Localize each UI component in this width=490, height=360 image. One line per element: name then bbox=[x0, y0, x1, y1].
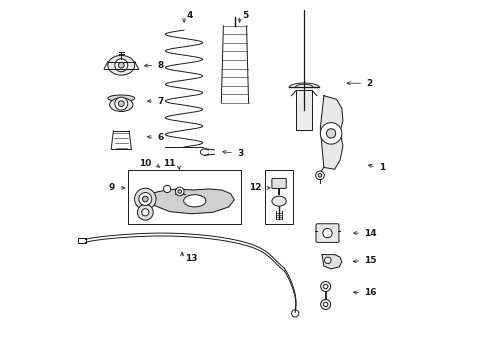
Ellipse shape bbox=[108, 55, 135, 75]
Circle shape bbox=[324, 257, 331, 264]
Circle shape bbox=[164, 185, 171, 193]
Bar bbox=[296, 90, 312, 130]
Circle shape bbox=[292, 310, 299, 317]
FancyBboxPatch shape bbox=[272, 179, 286, 188]
Ellipse shape bbox=[110, 98, 133, 112]
Text: 4: 4 bbox=[187, 10, 193, 19]
Polygon shape bbox=[320, 96, 343, 169]
Circle shape bbox=[137, 204, 153, 220]
Circle shape bbox=[139, 193, 152, 206]
Text: 10: 10 bbox=[139, 159, 152, 168]
Ellipse shape bbox=[108, 95, 135, 102]
Text: 7: 7 bbox=[157, 96, 164, 105]
Circle shape bbox=[320, 282, 331, 292]
Bar bbox=[128, 170, 242, 224]
Text: 2: 2 bbox=[366, 79, 372, 88]
Polygon shape bbox=[143, 189, 234, 214]
Text: 8: 8 bbox=[157, 61, 164, 70]
Circle shape bbox=[115, 59, 128, 72]
Text: 6: 6 bbox=[157, 133, 164, 142]
Circle shape bbox=[142, 209, 149, 216]
Ellipse shape bbox=[272, 196, 286, 206]
Bar bbox=[265, 170, 294, 224]
Circle shape bbox=[178, 190, 181, 193]
Text: 11: 11 bbox=[163, 159, 176, 168]
Ellipse shape bbox=[184, 195, 206, 207]
Circle shape bbox=[175, 187, 184, 196]
Circle shape bbox=[316, 171, 324, 180]
Circle shape bbox=[119, 62, 124, 68]
Text: 16: 16 bbox=[365, 288, 377, 297]
FancyBboxPatch shape bbox=[316, 224, 339, 242]
Bar bbox=[78, 238, 86, 243]
Text: 14: 14 bbox=[365, 229, 377, 238]
Text: 12: 12 bbox=[249, 183, 262, 192]
Circle shape bbox=[143, 196, 148, 202]
Polygon shape bbox=[322, 255, 342, 269]
Text: 1: 1 bbox=[379, 163, 385, 172]
Circle shape bbox=[320, 123, 342, 144]
Text: 3: 3 bbox=[237, 149, 244, 158]
Circle shape bbox=[115, 97, 128, 110]
Circle shape bbox=[119, 101, 124, 107]
Circle shape bbox=[323, 284, 328, 289]
Circle shape bbox=[326, 129, 336, 138]
Circle shape bbox=[323, 228, 332, 238]
Text: 5: 5 bbox=[243, 10, 249, 19]
Text: 9: 9 bbox=[109, 183, 115, 192]
Text: 15: 15 bbox=[365, 256, 377, 265]
Text: 13: 13 bbox=[185, 255, 197, 264]
Circle shape bbox=[320, 300, 331, 310]
Circle shape bbox=[318, 174, 322, 177]
Circle shape bbox=[135, 188, 156, 210]
Circle shape bbox=[323, 302, 328, 307]
